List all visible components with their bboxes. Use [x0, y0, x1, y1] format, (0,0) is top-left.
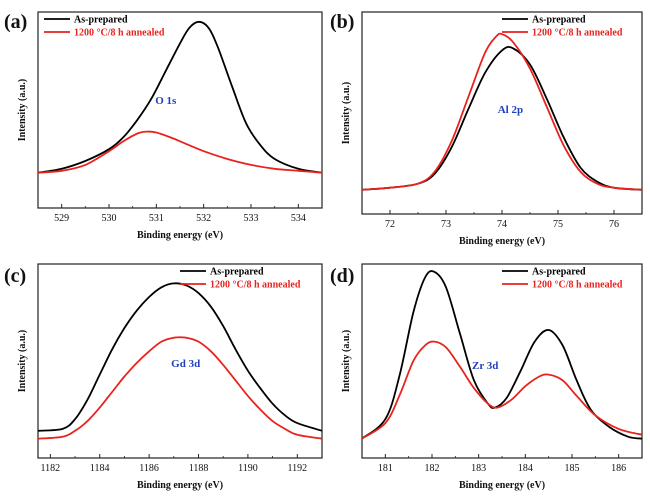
x-tick-label-a-3: 532	[196, 213, 211, 224]
legend-label-c-as-prepared: As-prepared	[210, 267, 264, 278]
x-tick-label-c-2: 1186	[139, 463, 159, 474]
x-tick-label-c-4: 1190	[238, 463, 258, 474]
y-axis-title-b: Intensity (a.u.)	[341, 82, 352, 145]
x-tick-label-a-1: 530	[102, 213, 117, 224]
plot-frame-c	[37, 263, 323, 459]
legend-label-c-annealed: 1200 °C/8 h annealed	[210, 280, 301, 291]
panel-b: (b) 72 73 74 75 76 Binding energy (eV) Intensit…	[330, 11, 643, 247]
panel-d: (d) 181 182 183 184 185 186 Binding energy (eV)…	[330, 263, 643, 491]
x-tick-label-b-0: 72	[385, 219, 395, 230]
x-axis-title-c: Binding energy (eV)	[137, 480, 223, 491]
x-tick-label-b-1: 73	[441, 219, 451, 230]
x-tick-label-a-4: 533	[244, 213, 259, 224]
legend-label-b-as-prepared: As-prepared	[532, 15, 586, 26]
x-tick-label-a-5: 534	[291, 213, 306, 224]
series-line-a-annealed	[38, 130, 322, 174]
x-tick-label-d-0: 181	[378, 463, 393, 474]
series-line-d-as-prepared	[362, 270, 642, 440]
panel-label-b: (b)	[330, 11, 354, 33]
series-line-b-as-prepared	[362, 45, 642, 191]
legend-label-d-annealed: 1200 °C/8 h annealed	[532, 280, 623, 291]
x-tick-label-b-2: 74	[497, 219, 507, 230]
panel-a: (a) 529 530 531 532 533 534 Binding energy (eV)…	[4, 11, 323, 241]
legend-label-a-as-prepared: As-prepared	[74, 15, 128, 26]
y-axis-title-c: Intensity (a.u.)	[17, 330, 28, 393]
x-axis-title-d: Binding energy (eV)	[459, 480, 545, 491]
plot-frame-a	[37, 11, 323, 209]
x-axis-title-a: Binding energy (eV)	[137, 230, 223, 241]
peak-annotation-b: Al 2p	[498, 104, 523, 116]
panel-label-c: (c)	[4, 265, 26, 287]
x-tick-label-d-4: 185	[565, 463, 580, 474]
y-axis-title-a: Intensity (a.u.)	[17, 79, 28, 142]
x-tick-label-d-2: 183	[471, 463, 486, 474]
panel-c: (c) 1182 1184 1186 1188 1190 1192 Binding energ…	[4, 263, 323, 491]
x-tick-label-c-3: 1188	[189, 463, 209, 474]
x-tick-label-c-0: 1182	[41, 463, 61, 474]
legend-label-d-as-prepared: As-prepared	[532, 267, 586, 278]
plot-frame-d	[361, 263, 643, 459]
panel-label-a: (a)	[4, 11, 27, 33]
x-tick-label-d-5: 186	[611, 463, 626, 474]
x-tick-label-a-0: 529	[54, 213, 69, 224]
series-line-c-annealed	[38, 336, 322, 440]
legend-label-a-annealed: 1200 °C/8 h annealed	[74, 28, 165, 39]
x-tick-label-b-4: 76	[609, 219, 619, 230]
legend-label-b-annealed: 1200 °C/8 h annealed	[532, 28, 623, 39]
series-line-a-as-prepared	[38, 20, 322, 174]
series-line-b-annealed	[362, 32, 642, 191]
x-tick-label-d-3: 184	[518, 463, 533, 474]
x-tick-label-b-3: 75	[553, 219, 563, 230]
x-tick-label-a-2: 531	[149, 213, 164, 224]
peak-annotation-c: Gd 3d	[171, 358, 200, 370]
peak-annotation-d: Zr 3d	[472, 360, 498, 372]
x-tick-label-c-1: 1184	[90, 463, 110, 474]
x-tick-label-d-1: 182	[425, 463, 440, 474]
x-axis-title-b: Binding energy (eV)	[459, 236, 545, 247]
y-axis-title-d: Intensity (a.u.)	[341, 330, 352, 393]
panel-label-d: (d)	[330, 265, 354, 287]
series-line-d-annealed	[362, 340, 642, 440]
x-tick-label-c-5: 1192	[287, 463, 307, 474]
peak-annotation-a: O 1s	[155, 95, 177, 107]
